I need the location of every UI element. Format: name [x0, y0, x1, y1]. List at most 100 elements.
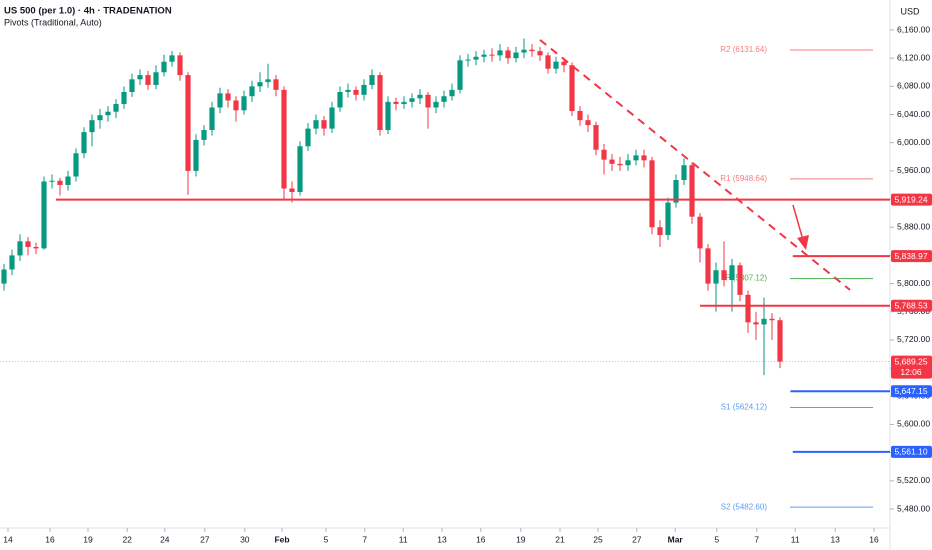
candle-body [761, 318, 767, 325]
arrow-shaft [792, 204, 804, 241]
countdown-label: 12:06 [900, 367, 922, 377]
candle-body [585, 120, 591, 126]
candle-body [113, 103, 119, 112]
x-tick-label: 11 [399, 534, 408, 544]
candle-body [393, 101, 399, 104]
candle-body [777, 320, 783, 362]
candle-body [449, 89, 455, 97]
x-tick-label: Mar [668, 534, 684, 544]
candle-body [417, 94, 423, 99]
candle-body [105, 111, 111, 116]
level-price-box [891, 385, 932, 398]
trendline [539, 39, 851, 291]
arrow-head [797, 235, 809, 250]
candle-body [257, 82, 263, 87]
candle-body [609, 159, 615, 164]
candle-body [561, 61, 567, 66]
candle-body [9, 255, 15, 270]
candle-body [625, 160, 631, 166]
candle-body [401, 101, 407, 104]
candle-body [217, 93, 223, 108]
y-tick-label: 5,720.00 [897, 334, 930, 344]
x-tick-label: 30 [240, 534, 250, 544]
pivot-label: S2 (5482.60) [721, 502, 768, 511]
candle-body [465, 59, 471, 61]
x-tick-label: 25 [593, 534, 603, 544]
candle-body [713, 270, 719, 284]
candle-body [305, 128, 311, 147]
last-price-box [891, 355, 932, 379]
candle-body [17, 241, 23, 256]
x-tick-label: 16 [45, 534, 55, 544]
candle-body [121, 91, 127, 104]
level-price-label: 5,561.10 [894, 447, 927, 457]
y-tick-label: 5,800.00 [897, 278, 930, 288]
candle-body [161, 61, 167, 73]
candle-body [641, 155, 647, 161]
candle-body [409, 98, 415, 102]
candle-body [129, 79, 135, 92]
candle-body [521, 49, 527, 53]
candle-body [201, 130, 207, 140]
candle-body [673, 180, 679, 203]
x-tick-label: 27 [200, 534, 210, 544]
candle-body [81, 132, 87, 154]
candle-body [617, 163, 623, 166]
candle-body [545, 55, 551, 69]
candle-body [497, 50, 503, 56]
candle-body [137, 75, 143, 80]
x-tick-label: 5 [714, 534, 719, 544]
candle-body [369, 75, 375, 85]
candle-body [289, 188, 295, 193]
candle-body [329, 107, 335, 129]
x-tick-label: 24 [160, 534, 170, 544]
x-tick-label: Feb [274, 534, 289, 544]
x-tick-label: 13 [830, 534, 840, 544]
candle-body [569, 65, 575, 112]
candle-body [577, 111, 583, 121]
x-tick-label: 7 [362, 534, 367, 544]
x-tick-label: 16 [869, 534, 879, 544]
y-tick-label: 6,000.00 [897, 137, 930, 147]
candle-body [689, 165, 695, 217]
x-tick-label: 13 [437, 534, 447, 544]
x-tick-label: 19 [516, 534, 526, 544]
level-price-label: 5,919.24 [894, 194, 927, 204]
candle-body [505, 50, 511, 59]
candle-body [657, 227, 663, 235]
last-price-label: 5,689.25 [894, 356, 927, 366]
x-tick-label: 16 [476, 534, 486, 544]
x-tick-label: 22 [122, 534, 132, 544]
chart-subtitle: Pivots (Traditional, Auto) [4, 17, 102, 27]
y-tick-label: 6,080.00 [897, 81, 930, 91]
y-tick-label: 5,480.00 [897, 503, 930, 513]
candle-body [481, 54, 487, 57]
y-tick-label: 6,120.00 [897, 52, 930, 62]
pivot-label: R1 (5948.64) [720, 174, 767, 183]
currency: USD [900, 6, 920, 16]
candle-body [633, 155, 639, 161]
pivot-label: P (5807.12) [725, 274, 767, 283]
candle-body [353, 89, 359, 95]
candle-body [169, 55, 175, 62]
candle-body [769, 318, 775, 321]
x-tick-label: 11 [791, 534, 800, 544]
candle-body [425, 94, 431, 108]
candle-body [537, 51, 543, 56]
x-tick-label: 7 [754, 534, 759, 544]
pivot-label: S1 (5624.12) [721, 403, 768, 412]
candle-body [313, 120, 319, 129]
y-tick-label: 5,600.00 [897, 419, 930, 429]
candle-body [753, 322, 759, 325]
candle-body [1, 269, 7, 284]
x-tick-label: 21 [555, 534, 565, 544]
candle-body [473, 56, 479, 60]
candle-body [233, 100, 239, 111]
candle-body [225, 93, 231, 101]
y-tick-label: 5,960.00 [897, 165, 930, 175]
candle-body [321, 120, 327, 129]
candle-body [265, 79, 271, 83]
candle-body [513, 52, 519, 59]
